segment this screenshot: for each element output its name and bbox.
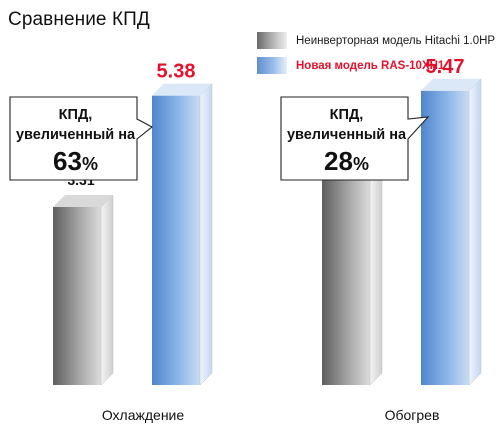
bar-side	[199, 83, 213, 386]
callouts-layer: КПД, увеличенный на 63% КПД, увеличенный на 2…	[9, 96, 430, 181]
bar-side	[468, 78, 482, 386]
bar-new-heating	[421, 78, 482, 386]
callout-percent: 63%	[53, 146, 98, 176]
bars-layer	[53, 78, 482, 386]
legend-swatch-blue	[257, 57, 287, 74]
legend-item-old-model: Неинверторная модель Hitachi 1.0HP	[257, 32, 495, 49]
bar-front	[322, 154, 370, 385]
callout-cooling: КПД, увеличенный на 63%	[9, 96, 153, 181]
callout-line1: КПД,	[330, 107, 364, 123]
chart-title: Сравнение КПД	[8, 9, 150, 30]
legend-item-new-model: Новая модель RAS-10XH1	[257, 57, 444, 74]
data-label: 5.47	[426, 56, 465, 78]
bar-front	[53, 206, 101, 385]
callout-box	[280, 96, 430, 181]
data-label: 5.38	[157, 61, 196, 83]
bar-side	[100, 194, 114, 386]
legend-label-old-model: Неинверторная модель Hitachi 1.0HP	[296, 34, 496, 47]
bar-top	[53, 194, 113, 207]
bar-top	[421, 78, 481, 91]
callout-heating: КПД, увеличенный на 28%	[280, 96, 430, 181]
bar-new-cooling	[152, 83, 213, 386]
callout-box	[9, 96, 153, 181]
category-label: Охлаждение	[102, 407, 185, 423]
category-label: Обогрев	[385, 407, 440, 423]
bar-top	[152, 83, 212, 96]
bar-old-cooling	[53, 194, 114, 386]
bar-front	[421, 90, 469, 385]
callout-line2: увеличенный на	[287, 127, 407, 143]
callout-line2: увеличенный на	[16, 127, 136, 143]
callout-percent: 28%	[324, 146, 369, 176]
legend-swatch-gray	[257, 32, 287, 49]
legend-label-new-model: Новая модель RAS-10XH1	[296, 59, 445, 72]
callout-line1: КПД,	[59, 107, 93, 123]
bar-front	[152, 95, 200, 385]
